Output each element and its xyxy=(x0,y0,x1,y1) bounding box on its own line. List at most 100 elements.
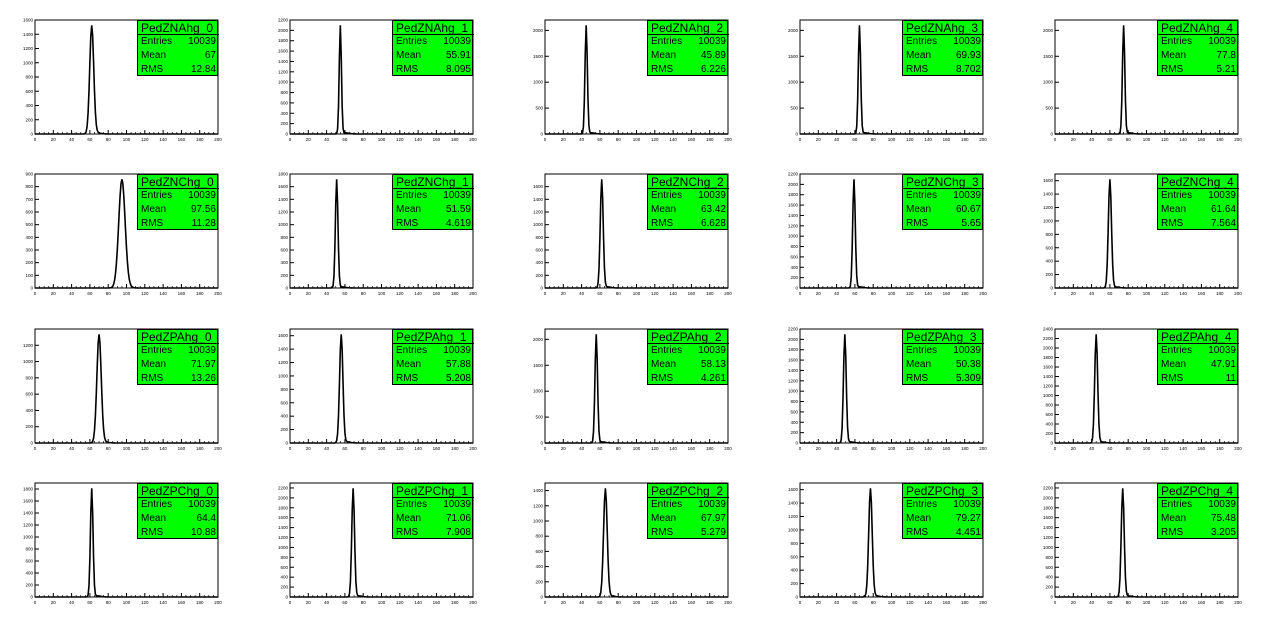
y-tick-label: 600 xyxy=(1045,565,1053,570)
histogram-title: PedZPChg_1 xyxy=(393,484,474,498)
stat-label: Mean xyxy=(396,359,422,370)
x-tick-label: 120 xyxy=(396,600,404,605)
histogram-line xyxy=(1055,25,1238,135)
stat-row-mean: Mean 50.38 xyxy=(903,358,984,372)
y-tick-label: 1200 xyxy=(278,360,289,365)
x-tick-label: 160 xyxy=(688,600,696,605)
y-tick-label: 1800 xyxy=(788,192,799,197)
y-tick-label: 0 xyxy=(1050,286,1053,291)
x-tick-label: 20 xyxy=(306,446,312,451)
histogram-title: PedZPAhg_1 xyxy=(393,330,474,344)
x-tick-label: 120 xyxy=(906,600,914,605)
x-tick-label: 100 xyxy=(633,137,641,142)
y-tick-label: 800 xyxy=(1045,403,1053,408)
x-tick-label: 0 xyxy=(1054,446,1057,451)
x-tick-label: 140 xyxy=(159,600,167,605)
stat-box: PedZPAhg_1 Entries 10039 Mean 57.88 RMS 5.208 xyxy=(392,329,474,386)
x-tick-label: 40 xyxy=(834,446,840,451)
y-tick-label: 400 xyxy=(535,564,543,569)
y-tick-label: 1200 xyxy=(533,210,544,215)
x-tick-label: 180 xyxy=(451,446,459,451)
x-tick-label: 60 xyxy=(87,291,93,296)
histogram-pad: 0 20 40 60 80 100 120 140 160 180 200 0 200 400 600 800… xyxy=(510,463,765,617)
stat-row-rms: RMS 7.564 xyxy=(1158,217,1239,231)
y-tick-label: 800 xyxy=(25,184,33,189)
y-tick-label: 1400 xyxy=(788,368,799,373)
x-tick-label: 200 xyxy=(469,137,477,142)
stat-row-mean: Mean 71.97 xyxy=(138,358,219,372)
stat-label: Entries xyxy=(906,345,938,356)
stat-value: 79.27 xyxy=(955,513,981,524)
x-tick-label: 100 xyxy=(1143,137,1151,142)
x-tick-label: 180 xyxy=(961,137,969,142)
stat-value: 57.88 xyxy=(445,359,471,370)
x-tick-label: 80 xyxy=(361,291,367,296)
stat-label: Entries xyxy=(906,499,938,510)
y-tick-label: 1200 xyxy=(533,503,544,508)
stat-row-mean: Mean 77.8 xyxy=(1158,49,1239,63)
x-tick-label: 0 xyxy=(1054,137,1057,142)
x-tick-label: 180 xyxy=(196,137,204,142)
stat-box: PedZPAhg_2 Entries 10039 Mean 58.13 RMS 4.261 xyxy=(647,329,729,385)
stat-box: PedZPAhg_0 Entries 10039 Mean 71.97 RMS 13.26 xyxy=(137,329,219,386)
x-tick-label: 200 xyxy=(214,291,222,296)
histogram-line xyxy=(35,334,218,444)
y-tick-label: 200 xyxy=(25,260,33,265)
stat-row-rms: RMS 5.208 xyxy=(393,372,474,386)
x-tick-label: 80 xyxy=(871,600,877,605)
y-tick-label: 400 xyxy=(25,571,33,576)
stat-label: Entries xyxy=(141,36,173,47)
y-tick-label: 200 xyxy=(25,583,33,588)
x-tick-label: 100 xyxy=(888,446,896,451)
stat-value: 58.13 xyxy=(700,359,726,370)
x-tick-label: 160 xyxy=(943,137,951,142)
stat-row-rms: RMS 5.279 xyxy=(648,526,729,540)
x-tick-label: 160 xyxy=(178,600,186,605)
stat-box: PedZNChg_1 Entries 10039 Mean 51.59 RMS 4.619 xyxy=(392,174,474,230)
y-tick-label: 1400 xyxy=(1043,374,1054,379)
x-tick-label: 20 xyxy=(51,446,57,451)
stat-row-entries: Entries 10039 xyxy=(648,189,729,203)
stat-value: 10039 xyxy=(443,345,471,356)
histogram-line xyxy=(545,25,728,135)
y-tick-label: 600 xyxy=(25,89,33,94)
y-tick-label: 200 xyxy=(280,585,288,590)
x-tick-label: 140 xyxy=(159,446,167,451)
y-tick-label: 1400 xyxy=(788,213,799,218)
stat-row-rms: RMS 13.26 xyxy=(138,372,219,386)
y-tick-label: 1200 xyxy=(278,210,289,215)
x-tick-label: 40 xyxy=(579,137,585,142)
x-tick-label: 120 xyxy=(1161,137,1169,142)
x-tick-label: 0 xyxy=(544,446,547,451)
stat-value: 10039 xyxy=(953,190,981,201)
y-tick-label: 1400 xyxy=(23,32,34,37)
stat-box: PedZNChg_0 Entries 10039 Mean 97.56 RMS 11.28 xyxy=(137,174,219,230)
histogram-line xyxy=(545,488,728,598)
stat-value: 13.26 xyxy=(190,373,216,384)
histogram-title: PedZPAhg_3 xyxy=(903,330,984,344)
stat-row-mean: Mean 57.88 xyxy=(393,358,474,372)
stat-box: PedZPChg_1 Entries 10039 Mean 71.06 RMS 7.908 xyxy=(392,483,474,539)
x-tick-label: 140 xyxy=(669,291,677,296)
stat-row-entries: Entries 10039 xyxy=(138,189,219,203)
stat-row-entries: Entries 10039 xyxy=(903,189,984,203)
stat-label: Mean xyxy=(651,204,677,215)
y-tick-label: 0 xyxy=(540,441,543,446)
histogram-line xyxy=(1055,179,1238,289)
x-tick-label: 100 xyxy=(378,600,386,605)
stat-value: 3.205 xyxy=(1210,527,1236,538)
x-tick-label: 0 xyxy=(799,446,802,451)
x-tick-label: 200 xyxy=(1234,137,1242,142)
stat-box: PedZNChg_3 Entries 10039 Mean 60.67 RMS 5.65 xyxy=(902,174,984,230)
y-tick-label: 600 xyxy=(790,409,798,414)
stat-value: 71.97 xyxy=(190,359,216,370)
x-tick-label: 0 xyxy=(799,137,802,142)
x-tick-label: 100 xyxy=(888,291,896,296)
x-tick-label: 160 xyxy=(1198,137,1206,142)
y-tick-label: 200 xyxy=(280,273,288,278)
stat-row-mean: Mean 51.59 xyxy=(393,203,474,217)
y-tick-label: 600 xyxy=(535,549,543,554)
y-tick-label: 200 xyxy=(790,581,798,586)
y-tick-label: 1600 xyxy=(278,49,289,54)
y-tick-label: 600 xyxy=(1045,245,1053,250)
